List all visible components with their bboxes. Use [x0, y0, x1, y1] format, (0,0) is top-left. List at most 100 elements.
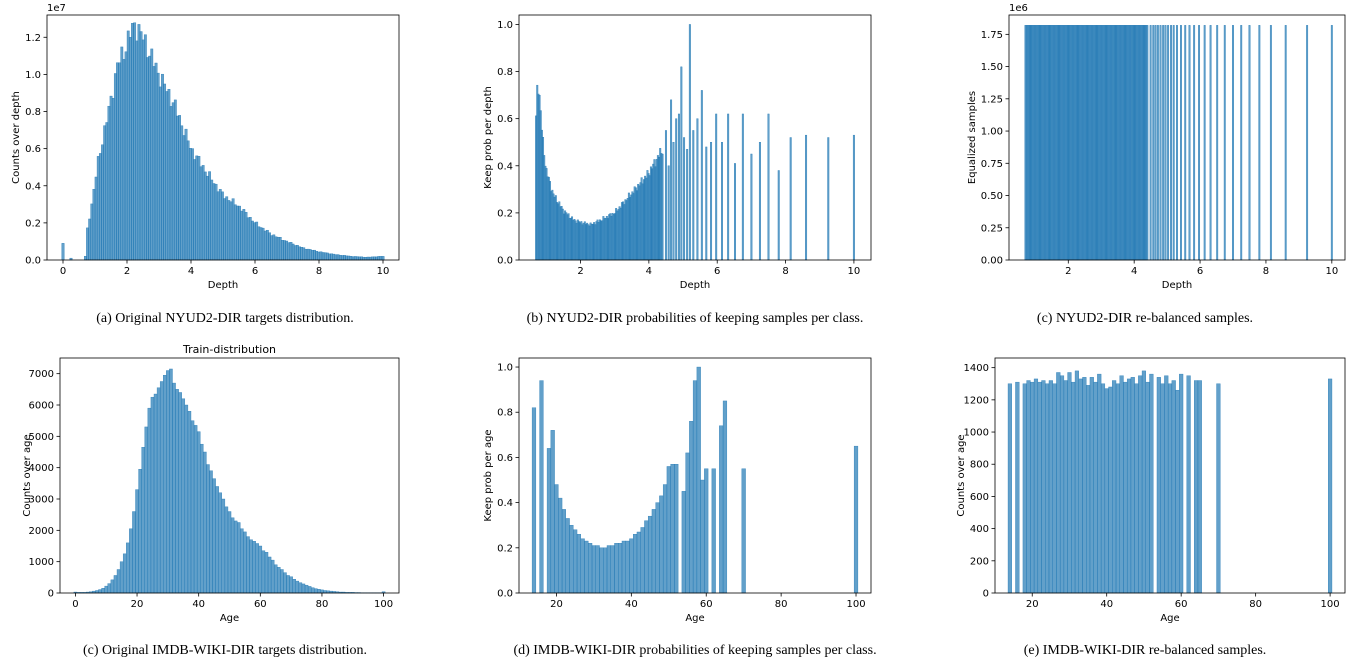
bar	[122, 553, 127, 594]
y-tick-label: 400	[970, 524, 989, 535]
x-tick-label: 8	[1263, 266, 1269, 277]
bar	[156, 387, 161, 594]
y-tick-label: 2000	[29, 526, 54, 537]
bar	[692, 380, 698, 594]
x-tick-label: 8	[316, 266, 322, 277]
bar	[672, 142, 675, 261]
y-tick-label: 600	[970, 492, 989, 503]
bar	[1240, 25, 1243, 261]
bar	[1170, 25, 1173, 261]
y-tick-label: 1.75	[981, 30, 1003, 41]
bar	[595, 545, 600, 594]
x-tick-label: 100	[846, 599, 865, 610]
bar	[206, 464, 210, 594]
bar	[314, 588, 318, 594]
axes-frame	[46, 14, 400, 261]
bar	[1104, 388, 1109, 594]
bar	[1188, 25, 1191, 261]
bar	[636, 531, 641, 594]
x-tick-label: 6	[714, 266, 720, 277]
y-axis-label: Equalized samples	[967, 91, 978, 184]
bar	[1146, 25, 1149, 261]
bar	[651, 509, 656, 594]
x-tick-label: 60	[254, 599, 267, 610]
bar	[1184, 25, 1187, 261]
bar	[591, 545, 596, 594]
bar	[664, 130, 667, 261]
bar	[273, 564, 278, 594]
chart-b: 2 4 6 8 10 0.0 0.2 0.4 0.6 0.8 1.0 Depth Keep prob p…	[483, 14, 872, 291]
y-tick-label: 1.0	[497, 20, 513, 31]
x-tick-label: 10	[377, 266, 390, 277]
bar	[310, 587, 315, 594]
x-tick-label: 4	[1131, 266, 1137, 277]
y-axis-label: Counts over age	[956, 434, 967, 516]
bar	[1026, 380, 1031, 594]
y-tick-label: 0.4	[497, 498, 513, 509]
chart-title: Train-distribution	[182, 343, 276, 356]
bar	[169, 368, 173, 594]
bar	[554, 484, 559, 594]
bar	[126, 542, 130, 594]
bar	[119, 561, 124, 594]
bar	[1138, 375, 1143, 594]
x-tick-label: 100	[374, 599, 393, 610]
bar	[258, 545, 263, 594]
y-axis-label: Counts over age	[22, 434, 33, 516]
bar	[1141, 370, 1146, 594]
bar	[175, 389, 179, 594]
bar	[1108, 386, 1113, 594]
bar	[789, 137, 792, 261]
bar	[243, 531, 247, 594]
bar	[1248, 25, 1251, 261]
bar	[700, 90, 703, 261]
bar	[200, 443, 204, 594]
bar	[688, 24, 691, 261]
bar	[1067, 372, 1072, 594]
bar	[135, 489, 139, 594]
y-tick-label: 0.0	[25, 256, 41, 267]
y-axis-label: Keep prob per depth	[483, 86, 494, 189]
x-tick-label: 60	[1175, 599, 1188, 610]
bar	[696, 366, 701, 594]
bar	[721, 142, 723, 261]
bar	[113, 575, 118, 594]
bar	[692, 130, 695, 261]
bar	[292, 579, 296, 594]
y-tick-label: 1.2	[25, 33, 41, 44]
bar	[618, 543, 623, 594]
bar	[163, 375, 167, 594]
bar	[640, 527, 645, 594]
bar	[172, 382, 176, 594]
y-tick-label: 0.0	[497, 589, 513, 600]
bar	[1154, 25, 1157, 261]
bar	[1176, 25, 1178, 261]
caption-e: (d) IMDB-WIKI-DIR probabilities of keepi…	[513, 643, 877, 658]
x-tick-label: 40	[192, 599, 205, 610]
bar	[1269, 25, 1272, 261]
bar	[580, 538, 585, 594]
bar	[1180, 25, 1182, 261]
y-axis-label: Counts over depth	[11, 91, 22, 184]
x-tick-label: 80	[316, 599, 329, 610]
bar	[565, 518, 570, 594]
bar	[1130, 377, 1135, 594]
bar	[1156, 377, 1161, 594]
bar	[317, 589, 321, 594]
caption-d: (c) Original IMDB-WIKI-DIR targets distr…	[83, 643, 367, 658]
x-tick-label: 40	[1100, 599, 1113, 610]
bar	[531, 407, 537, 594]
caption-f: (e) IMDB-WIKI-DIR re-balanced samples.	[1023, 643, 1267, 658]
y-tick-label: 1.50	[981, 62, 1003, 73]
bar	[683, 137, 686, 261]
bar	[187, 411, 192, 594]
bar	[1041, 380, 1046, 594]
bar	[298, 582, 303, 594]
bar	[159, 381, 164, 594]
bar	[666, 466, 671, 594]
bar	[689, 421, 694, 594]
bar	[546, 448, 552, 594]
bar	[644, 520, 649, 594]
bar	[1078, 378, 1083, 594]
x-tick-label: 80	[1249, 599, 1262, 610]
